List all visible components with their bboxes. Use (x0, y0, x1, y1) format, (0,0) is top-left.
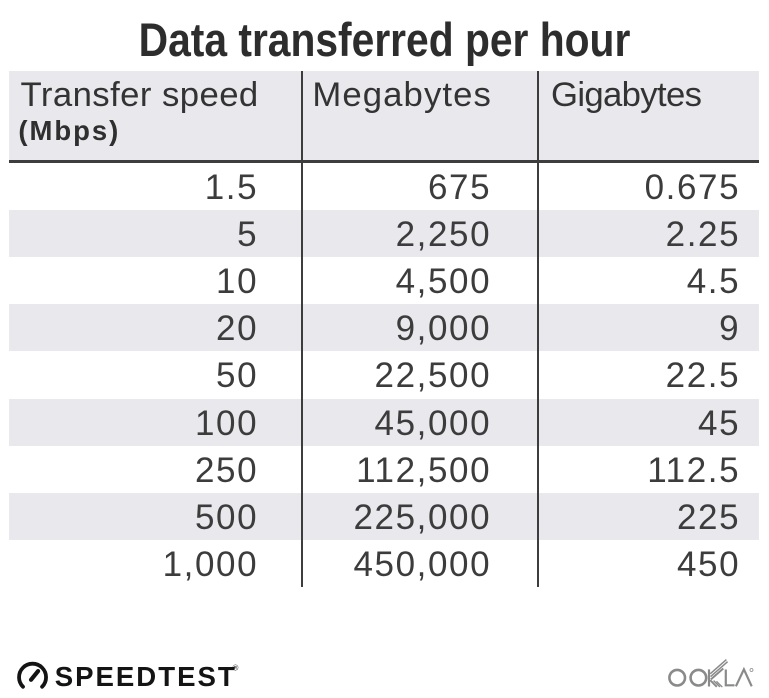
svg-text:®: ® (233, 664, 239, 673)
svg-text:SPEEDTEST: SPEEDTEST (55, 661, 237, 692)
